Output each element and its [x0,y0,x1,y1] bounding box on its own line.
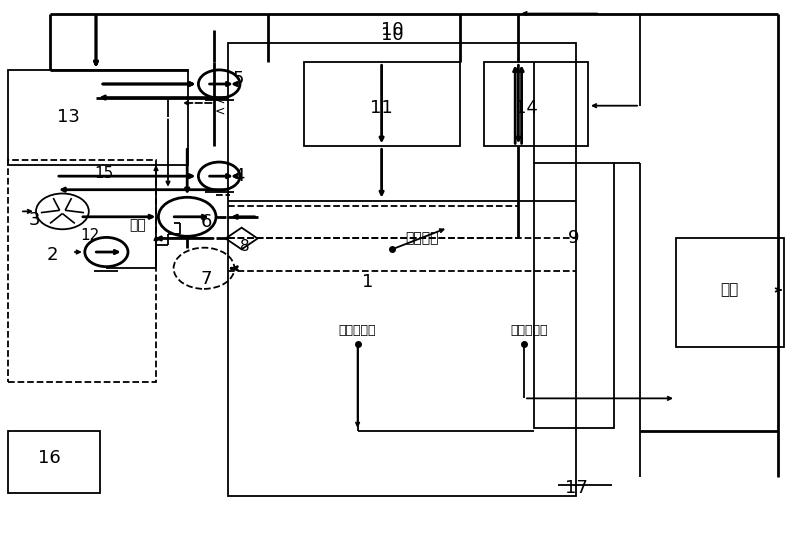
Text: 17: 17 [565,479,587,497]
Text: 比流测试点: 比流测试点 [511,324,548,337]
Text: 15: 15 [94,166,114,181]
Text: 12: 12 [80,228,99,243]
Text: 10: 10 [381,26,403,44]
Text: 6: 6 [201,213,212,231]
Text: 5: 5 [233,69,244,88]
Bar [8,70,188,165]
Text: 11: 11 [370,99,393,118]
Text: 1: 1 [362,273,374,291]
Text: 16: 16 [38,449,61,467]
Text: 9: 9 [568,229,579,248]
Text: 7: 7 [201,270,212,288]
Bar [8,160,156,382]
Bar [676,238,784,347]
Text: 3: 3 [29,210,40,229]
Bar [8,431,100,493]
Text: 负载: 负载 [721,282,738,298]
Text: 空气: 空气 [130,218,146,232]
Bar [228,43,576,496]
Text: <: < [214,105,226,118]
Text: 比压测试点: 比压测试点 [339,324,376,337]
Text: 4: 4 [233,167,244,185]
Text: 13: 13 [57,107,79,126]
Text: 2: 2 [46,246,58,264]
Text: 14: 14 [515,99,538,118]
Bar [304,62,460,146]
Text: 10: 10 [381,21,403,39]
Text: 温度采集: 温度采集 [405,231,438,246]
Text: <: < [214,94,226,107]
Text: 8: 8 [240,239,250,254]
Bar [534,163,614,428]
Bar [484,62,588,146]
